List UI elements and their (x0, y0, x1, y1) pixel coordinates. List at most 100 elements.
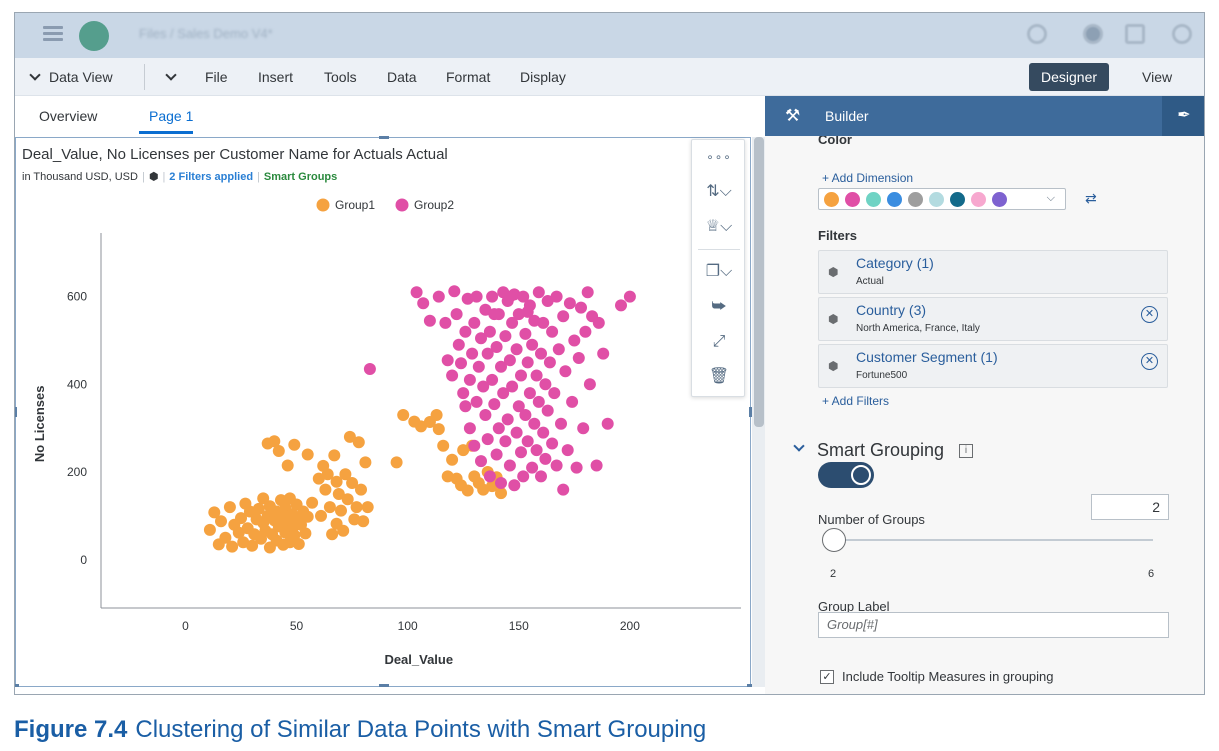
data-point[interactable] (203, 523, 216, 536)
sort-icon[interactable]: ⇅⌵ (706, 183, 732, 200)
data-point[interactable] (503, 459, 516, 472)
data-point[interactable] (510, 343, 523, 356)
add-dimension-link[interactable]: + Add Dimension (822, 171, 914, 185)
data-point[interactable] (559, 365, 572, 378)
data-point[interactable] (446, 369, 459, 382)
data-point[interactable] (430, 409, 443, 421)
data-point[interactable] (481, 347, 494, 360)
data-point[interactable] (497, 387, 510, 400)
data-point[interactable] (577, 422, 590, 435)
data-point[interactable] (470, 290, 483, 303)
legend-marker[interactable] (316, 198, 330, 212)
data-point[interactable] (208, 506, 221, 519)
data-point[interactable] (432, 423, 445, 436)
data-point[interactable] (535, 470, 547, 483)
data-point[interactable] (506, 380, 519, 393)
data-point[interactable] (508, 479, 521, 492)
data-point[interactable] (539, 378, 552, 391)
data-point[interactable] (423, 314, 436, 327)
data-point[interactable] (555, 417, 567, 430)
data-view-dropdown[interactable]: Data View (29, 69, 113, 85)
smart-groups-label[interactable]: Smart Groups (263, 171, 338, 183)
fullscreen-icon[interactable]: ⤢ (712, 333, 726, 350)
color-swatch[interactable] (887, 192, 902, 207)
data-point[interactable] (466, 347, 479, 360)
filter-card-customer-segment[interactable]: ⬢ Customer Segment (1) Fortune500 ✕ (818, 344, 1168, 388)
data-point[interactable] (488, 308, 501, 321)
data-point[interactable] (306, 496, 319, 509)
filter-name[interactable]: Country (3) (856, 302, 927, 318)
data-point[interactable] (457, 444, 470, 457)
data-point[interactable] (528, 417, 541, 430)
include-tooltip-checkbox[interactable]: ✓ (820, 670, 834, 684)
data-point[interactable] (459, 400, 472, 413)
data-point[interactable] (546, 325, 559, 338)
menu-file[interactable]: File (205, 69, 228, 85)
data-point[interactable] (581, 286, 594, 299)
data-point[interactable] (350, 501, 363, 514)
data-point[interactable] (235, 512, 247, 525)
data-point[interactable] (521, 356, 534, 369)
data-point[interactable] (566, 395, 579, 408)
legend-marker[interactable] (395, 198, 409, 212)
data-point[interactable] (579, 325, 592, 338)
data-point[interactable] (397, 409, 410, 421)
data-point[interactable] (530, 444, 543, 457)
data-point[interactable] (223, 501, 236, 514)
data-point[interactable] (232, 526, 245, 539)
color-swatch[interactable] (824, 192, 839, 207)
data-point[interactable] (332, 488, 345, 500)
data-point[interactable] (495, 477, 507, 489)
notifications-icon[interactable] (1083, 24, 1103, 44)
data-point[interactable] (470, 395, 483, 408)
data-point[interactable] (215, 515, 227, 528)
data-point[interactable] (521, 305, 534, 318)
data-point[interactable] (546, 437, 559, 450)
data-point[interactable] (301, 448, 314, 461)
data-point[interactable] (432, 290, 445, 303)
data-point[interactable] (299, 527, 312, 540)
tab-page-1[interactable]: Page 1 (149, 108, 194, 124)
data-point[interactable] (437, 439, 450, 452)
data-point[interactable] (288, 438, 301, 451)
data-point[interactable] (506, 316, 519, 329)
remove-filter-icon[interactable]: ✕ (1141, 306, 1158, 323)
data-point[interactable] (352, 436, 365, 449)
data-point[interactable] (486, 373, 499, 386)
data-point[interactable] (583, 378, 596, 391)
data-point[interactable] (390, 456, 403, 469)
data-point[interactable] (457, 387, 470, 400)
data-point[interactable] (321, 468, 334, 481)
data-point[interactable] (452, 338, 465, 351)
styling-brush-icon[interactable]: ✒ (1162, 96, 1204, 136)
data-point[interactable] (268, 435, 281, 448)
data-point[interactable] (550, 459, 563, 472)
data-point[interactable] (439, 316, 452, 329)
data-point[interactable] (535, 347, 547, 360)
data-point[interactable] (532, 395, 545, 408)
canvas-scrollbar[interactable] (752, 137, 766, 687)
resize-handle-bottom-left[interactable] (15, 684, 19, 687)
view-button[interactable]: View (1142, 69, 1173, 85)
color-swatch[interactable] (992, 192, 1007, 207)
data-point[interactable] (301, 510, 314, 523)
data-point[interactable] (281, 459, 294, 472)
menu-display[interactable]: Display (520, 69, 566, 85)
color-swatch[interactable] (971, 192, 986, 207)
data-point[interactable] (495, 360, 507, 373)
remove-filter-icon[interactable]: ✕ (1141, 353, 1158, 370)
data-point[interactable] (623, 290, 636, 303)
data-point[interactable] (490, 341, 503, 353)
data-point[interactable] (450, 308, 463, 321)
data-point[interactable] (503, 290, 516, 303)
data-point[interactable] (570, 461, 583, 474)
swap-colors-icon[interactable]: ⇄ (1085, 190, 1097, 206)
resize-handle-left[interactable] (15, 407, 17, 417)
designer-button[interactable]: Designer (1029, 63, 1109, 91)
hamburger-menu-icon[interactable] (43, 24, 63, 44)
data-point[interactable] (557, 310, 570, 323)
data-point[interactable] (563, 297, 576, 310)
data-point[interactable] (526, 338, 539, 351)
filter-name[interactable]: Customer Segment (1) (856, 349, 998, 365)
color-swatch[interactable] (950, 192, 965, 207)
